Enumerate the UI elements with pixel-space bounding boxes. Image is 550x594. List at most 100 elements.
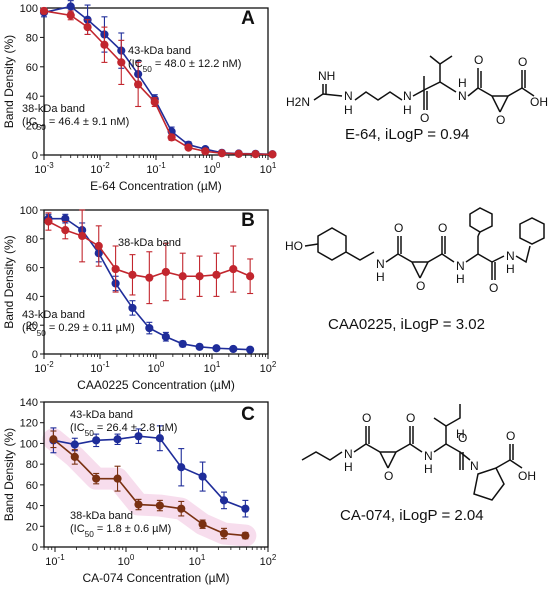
annotation-bottom-ic50: (IC50 = 1.8 ± 0.6 µM) [70, 523, 171, 539]
data-point [178, 339, 187, 349]
x-tick-label: 101 [260, 161, 277, 176]
caa-o4-label: O [489, 281, 498, 295]
data-point [229, 264, 238, 274]
annotation-top-ic50: (IC50 = 26.4 ± 2.8 µM) [70, 422, 177, 438]
caa-o3-label: O [438, 221, 447, 235]
data-point [78, 231, 87, 241]
ca074-n2-label: N [424, 449, 433, 463]
data-point [44, 217, 53, 226]
annotation-bottom-label: 38-kDa band [70, 510, 133, 522]
y-tick-label: 120 [20, 418, 38, 430]
ca074-o3-label: O [406, 411, 415, 425]
ca074-caption: CA-074, iLogP = 2.04 [340, 507, 484, 524]
data-point [83, 23, 92, 32]
y-tick-label: 80 [26, 32, 38, 44]
series-line [43, 5, 273, 156]
e64-o2-label: O [474, 53, 483, 67]
data-point [212, 344, 221, 353]
y-tick-label: 0 [32, 150, 38, 162]
ca074-h1-label: H [344, 460, 353, 474]
caa-n1-label: N [376, 257, 385, 271]
data-point [100, 40, 109, 49]
panel-letter: A [241, 8, 255, 29]
y-tick-label: 20 [26, 521, 38, 533]
x-tick-label: 101 [204, 360, 221, 375]
data-point [134, 80, 143, 89]
data-point [94, 241, 103, 251]
plot-frame [43, 7, 269, 156]
data-point [49, 435, 58, 444]
x-tick-label: 102 [260, 360, 277, 375]
y-axis-label: Band Density (%) [2, 235, 16, 328]
data-point [219, 496, 229, 505]
y-tick-label: 60 [26, 62, 38, 74]
data-point [66, 2, 75, 11]
e64-n2-label: N [403, 89, 412, 103]
e64-n3-label: N [458, 89, 467, 103]
data-point [70, 440, 79, 449]
data-point [251, 150, 260, 159]
e64-n1-label: N [344, 89, 353, 103]
data-point [66, 11, 75, 20]
e64-h1-label: H [344, 103, 353, 117]
e64-oh-label: OH [530, 95, 548, 109]
annotation-bottom-ic50: (IC50 = 0.29 ± 0.11 µM) [22, 322, 135, 338]
ca074-structure: N H O O O N H H O N O OH [301, 404, 536, 501]
x-tick-label: 10-1 [146, 161, 166, 176]
x-tick-label: 100 [118, 553, 135, 568]
data-point [155, 434, 164, 443]
data-point [198, 520, 207, 529]
caa0225-caption: CAA0225, iLogP = 3.02 [328, 316, 485, 333]
x-tick-label: 10-1 [90, 360, 110, 375]
annotation-top-ic50: (IC50 = 48.0 ± 12.2 nM) [128, 58, 241, 74]
ca074-o1-label: O [362, 411, 371, 425]
data-point [134, 432, 143, 441]
data-point [246, 345, 255, 354]
data-point [167, 133, 176, 142]
data-point [111, 264, 120, 274]
caa-n2-label: N [456, 259, 465, 273]
data-point [178, 272, 187, 281]
y-tick-label: 40 [26, 291, 38, 303]
data-point [61, 226, 70, 235]
data-point [229, 344, 238, 354]
x-tick-label: 100 [148, 360, 165, 375]
data-point [234, 149, 243, 158]
y-axis-label: Band Density (%) [2, 35, 16, 128]
caa-o1-label: O [394, 221, 403, 235]
data-point [128, 270, 137, 279]
data-point [128, 303, 137, 313]
y-tick-label: 100 [20, 3, 38, 15]
data-point [145, 323, 154, 333]
series-line [53, 435, 246, 510]
y-tick-label: 20 [26, 121, 38, 133]
x-tick-label: 10-1 [45, 553, 65, 568]
ca074-n1-label: N [344, 447, 353, 461]
e64-h2n-label: H2N [286, 95, 310, 109]
panel-b: 0 20 40 60 80 100 10-2 10-1 100 101 102 CAA0225 Con… [2, 205, 277, 392]
annotation-bottom-label: 43-kDa band [22, 309, 85, 321]
data-point [195, 272, 204, 281]
e64-h2-label: H [403, 103, 412, 117]
ca074-h3-label: H [456, 427, 465, 441]
x-tick-label: 102 [260, 553, 277, 568]
data-point [92, 474, 101, 483]
y-axis-label: Band Density (%) [2, 428, 16, 521]
e64-o1-label: O [420, 111, 429, 125]
data-point [155, 501, 164, 510]
data-point [198, 472, 207, 481]
x-tick-label: 10-2 [90, 161, 110, 176]
y-tick-label: 40 [26, 501, 38, 513]
data-point [212, 270, 221, 279]
caa-ho-label: HO [285, 239, 303, 253]
ca074-h2-label: H [424, 462, 433, 476]
panel-a: 0 20 40 60 80 100 10-3 10-2 10-1 100 101 E-64 Conce… [2, 0, 277, 193]
series-line [43, 10, 273, 156]
data-point [184, 143, 193, 152]
data-point [161, 267, 170, 277]
x-tick-label: 10-3 [34, 161, 54, 176]
data-point [113, 435, 122, 444]
data-point [177, 463, 186, 472]
data-point [217, 149, 226, 158]
